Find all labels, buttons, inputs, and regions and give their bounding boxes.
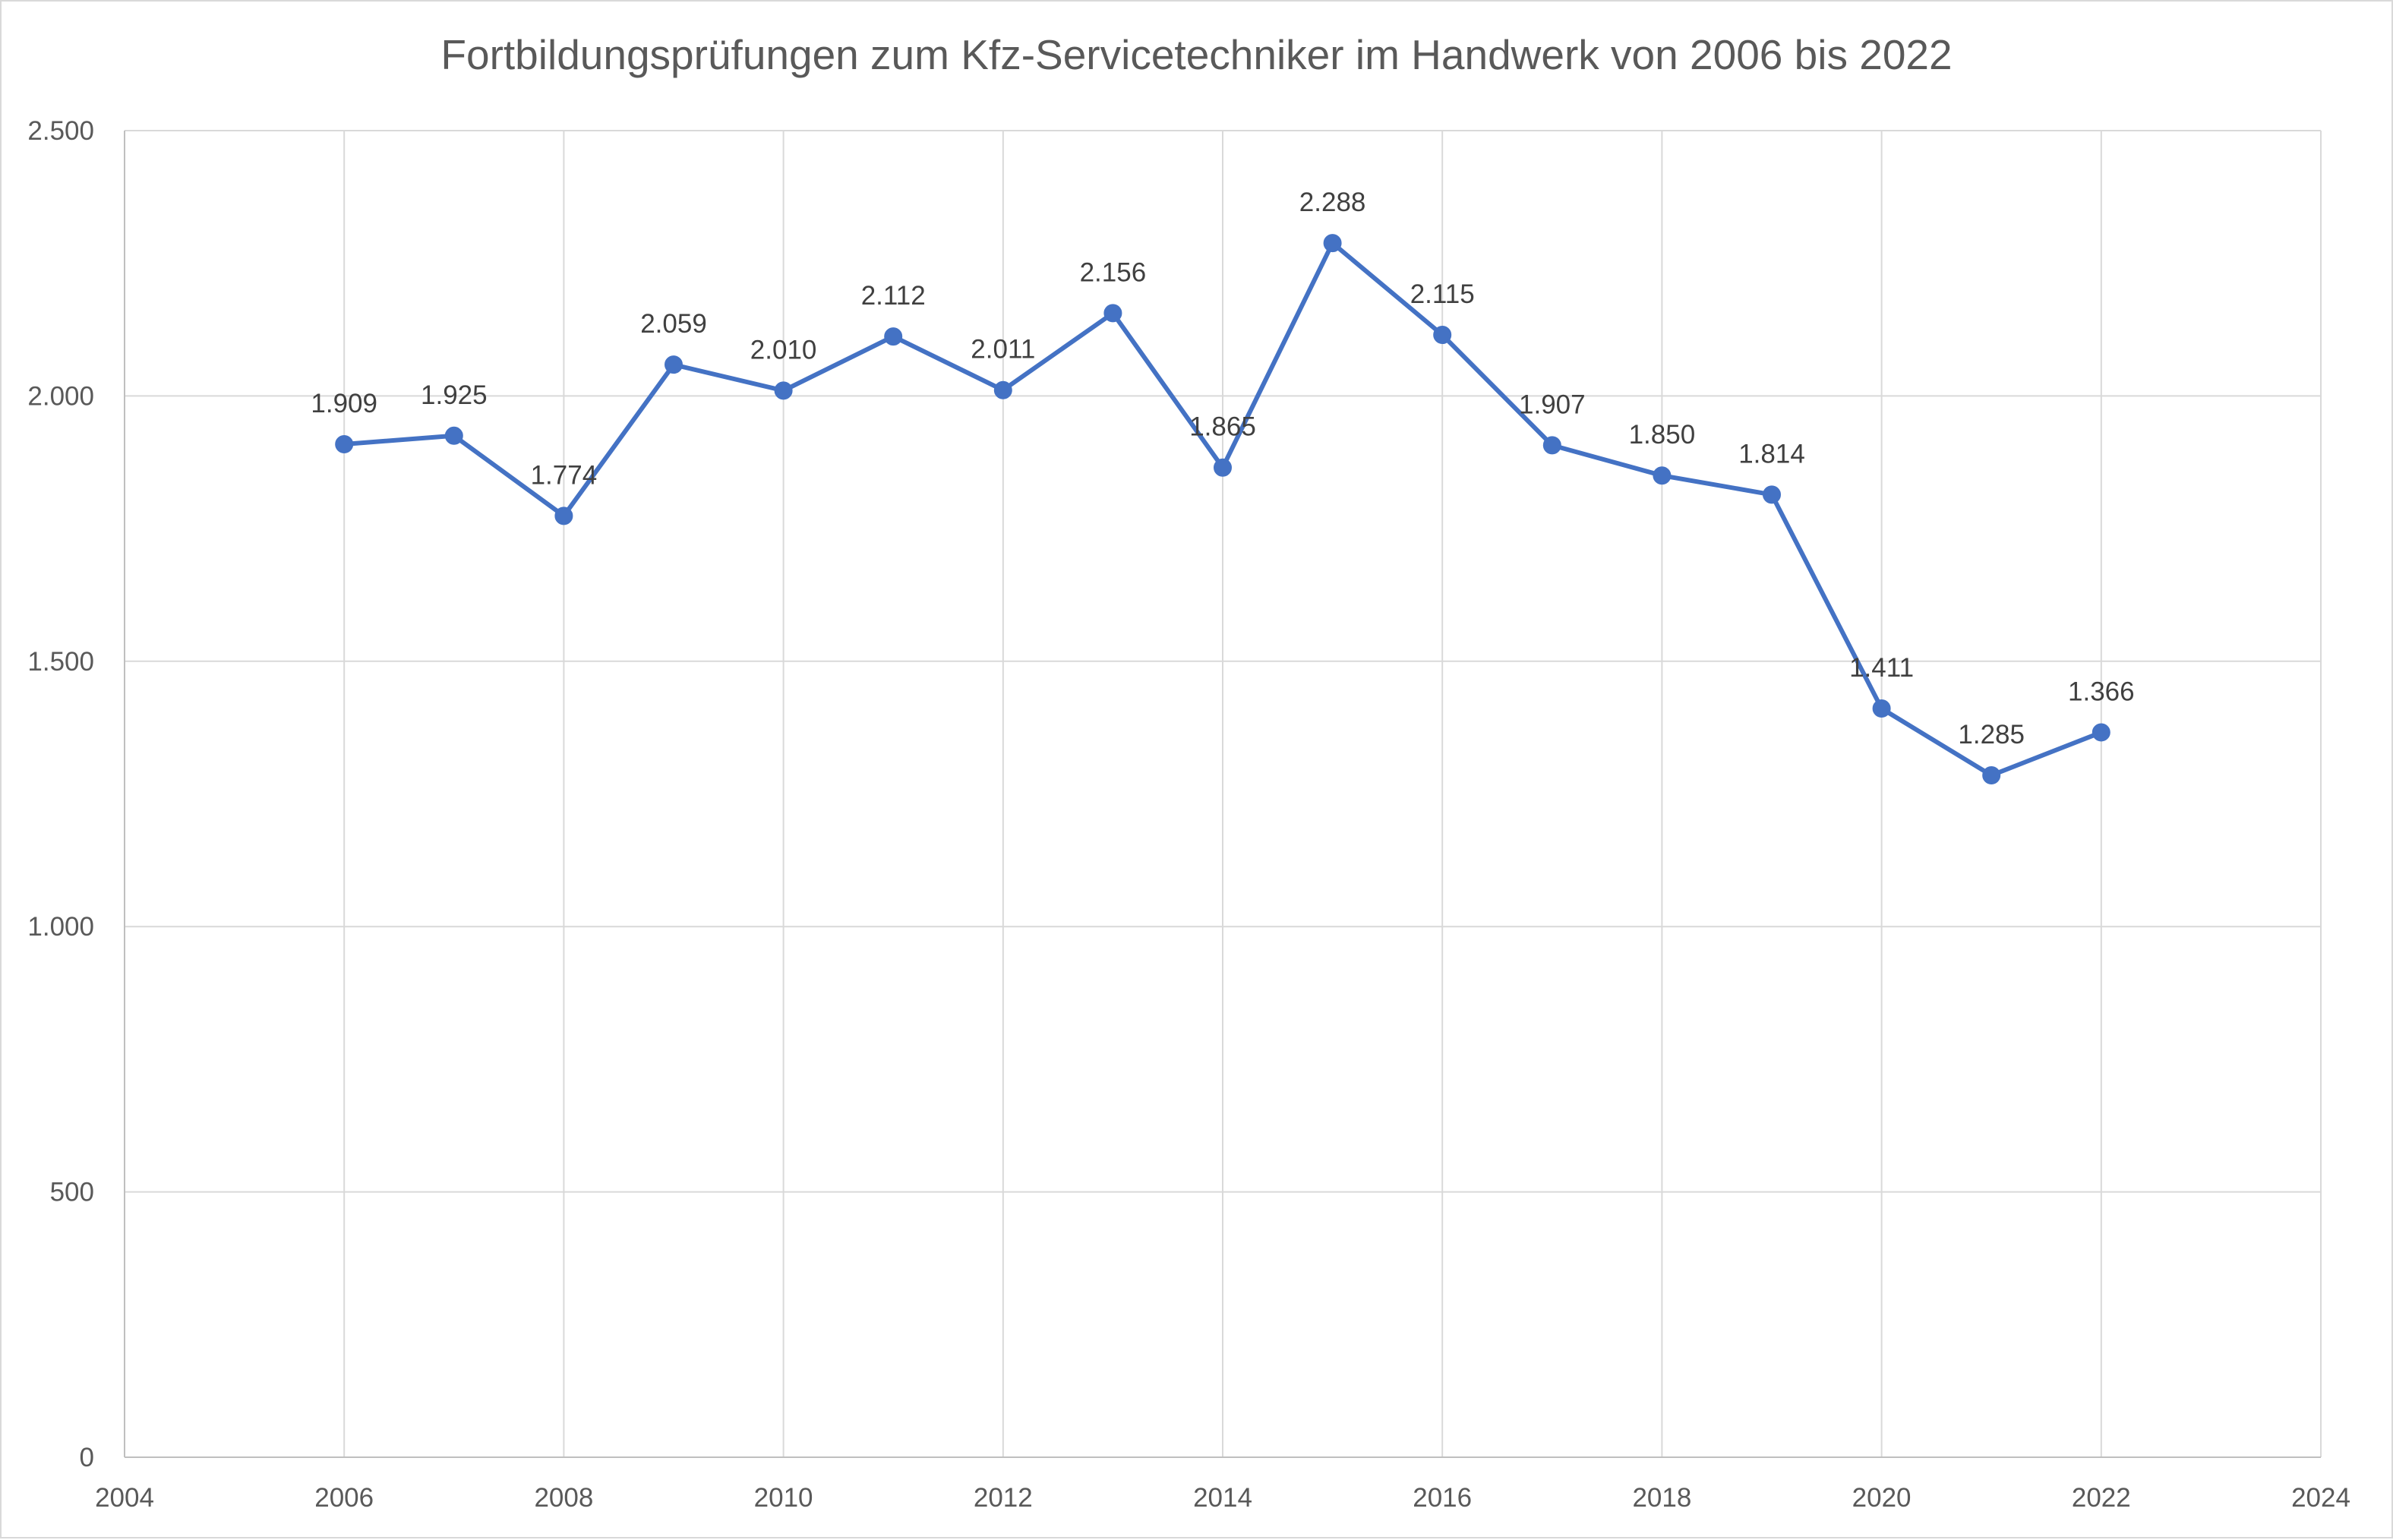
x-tick-label: 2008: [534, 1483, 593, 1513]
y-tick-label: 1.000: [27, 912, 94, 942]
data-point: [1542, 436, 1561, 455]
data-label: 1.907: [1519, 390, 1586, 419]
data-point: [1323, 234, 1342, 253]
data-point: [2092, 723, 2110, 742]
y-tick-label: 0: [80, 1443, 94, 1472]
data-label: 1.850: [1629, 420, 1696, 450]
x-tick-label: 2022: [2072, 1483, 2131, 1513]
x-tick-label: 2020: [1852, 1483, 1912, 1513]
data-point: [444, 426, 463, 445]
chart-title: Fortbildungsprüfungen zum Kfz-Servicetec…: [440, 31, 1953, 78]
data-point: [665, 355, 683, 374]
data-point: [1653, 466, 1672, 485]
x-tick-label: 2014: [1193, 1483, 1252, 1513]
x-tick-label: 2012: [974, 1483, 1033, 1513]
x-tick-label: 2016: [1413, 1483, 1472, 1513]
y-tick-label: 2.000: [27, 381, 94, 411]
data-point: [774, 381, 793, 400]
y-tick-label: 1.500: [27, 647, 94, 677]
x-tick-label: 2010: [754, 1483, 813, 1513]
y-tick-label: 500: [50, 1178, 94, 1207]
data-label: 1.774: [531, 460, 598, 490]
data-point: [554, 506, 573, 525]
data-label: 1.411: [1849, 653, 1914, 683]
x-tick-label: 2018: [1632, 1483, 1691, 1513]
data-label: 1.814: [1738, 439, 1805, 469]
data-label: 2.011: [971, 335, 1035, 364]
x-tick-label: 2006: [314, 1483, 374, 1513]
data-label: 1.909: [311, 389, 377, 418]
data-point: [1982, 766, 2001, 785]
data-point: [1763, 485, 1781, 504]
data-point: [1214, 458, 1232, 477]
x-tick-label: 2024: [2291, 1483, 2350, 1513]
data-label: 1.865: [1189, 412, 1256, 442]
data-label: 1.925: [421, 380, 488, 410]
data-label: 2.115: [1410, 279, 1475, 309]
data-label: 1.285: [1958, 720, 2025, 749]
data-point: [1872, 699, 1891, 718]
data-label: 2.112: [861, 281, 926, 311]
x-tick-label: 2004: [95, 1483, 154, 1513]
data-label: 1.366: [2068, 677, 2135, 706]
data-label: 2.156: [1080, 257, 1147, 287]
data-label: 2.059: [640, 309, 707, 339]
y-tick-label: 2.500: [27, 116, 94, 146]
data-point: [335, 434, 354, 453]
data-label: 2.288: [1299, 188, 1366, 217]
data-point: [993, 380, 1012, 399]
data-point: [1103, 304, 1122, 323]
data-label: 2.010: [750, 335, 817, 364]
data-point: [884, 327, 903, 346]
data-point: [1433, 326, 1452, 345]
